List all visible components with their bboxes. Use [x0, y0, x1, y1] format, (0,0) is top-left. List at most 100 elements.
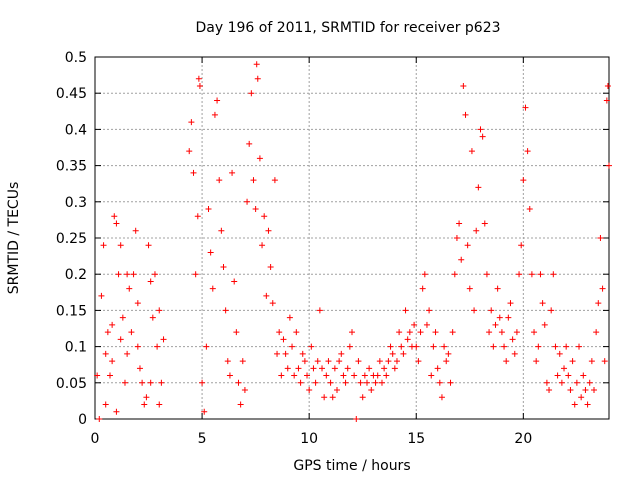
data-point: [231, 278, 238, 285]
data-point: [338, 350, 345, 357]
data-point: [477, 126, 484, 133]
data-point: [263, 292, 270, 299]
data-point: [349, 329, 355, 336]
y-tick-label: 0.5: [65, 50, 87, 66]
data-point: [396, 329, 403, 336]
data-point: [428, 372, 435, 379]
data-point: [597, 235, 604, 241]
data-point: [556, 350, 563, 357]
data-point: [391, 365, 398, 372]
data-point: [156, 401, 163, 408]
data-point: [325, 358, 332, 365]
y-tick-label: 0: [78, 412, 87, 428]
data-point: [241, 387, 248, 394]
data-point: [430, 343, 437, 350]
data-point: [565, 372, 572, 379]
data-point: [498, 329, 505, 336]
data-point: [346, 343, 353, 350]
data-point: [293, 329, 300, 336]
data-point: [253, 61, 260, 68]
data-point: [361, 372, 368, 379]
data-point: [96, 416, 103, 422]
data-point: [445, 350, 452, 357]
x-tick-label: 5: [198, 431, 207, 447]
data-point: [509, 336, 516, 343]
data-point: [195, 75, 202, 82]
data-point: [531, 329, 538, 336]
data-point: [588, 358, 595, 365]
data-point: [376, 358, 383, 365]
data-point: [280, 336, 287, 343]
data-point: [211, 111, 218, 118]
data-point: [604, 82, 611, 89]
data-point: [436, 379, 443, 386]
data-point: [501, 343, 508, 350]
data-point: [254, 75, 261, 82]
data-point: [449, 329, 456, 336]
data-point: [136, 365, 143, 372]
data-point: [505, 314, 512, 321]
data-point: [301, 358, 308, 365]
data-point: [513, 329, 520, 336]
data-point: [593, 329, 600, 336]
data-point: [233, 329, 240, 336]
data-point: [209, 285, 216, 292]
data-point: [353, 416, 360, 422]
data-point: [481, 220, 488, 227]
data-point: [603, 97, 610, 104]
y-tick-label: 0.15: [56, 303, 87, 319]
data-point: [312, 379, 319, 386]
data-point: [310, 365, 317, 372]
data-point: [389, 350, 396, 357]
data-point: [244, 198, 251, 205]
data-point: [295, 365, 302, 372]
data-point: [419, 285, 426, 292]
data-point: [511, 350, 518, 357]
data-point: [576, 343, 583, 350]
data-point: [237, 401, 244, 408]
data-point: [261, 213, 268, 220]
data-point: [336, 358, 343, 365]
data-point: [299, 350, 306, 357]
data-point: [94, 372, 101, 379]
data-point: [580, 372, 587, 379]
data-point: [111, 213, 118, 220]
data-point: [578, 394, 585, 401]
data-point: [104, 329, 111, 336]
data-point: [492, 321, 499, 328]
data-point: [423, 321, 430, 328]
data-point: [591, 387, 598, 394]
data-point: [239, 358, 246, 365]
data-point: [468, 148, 475, 155]
data-point: [351, 372, 358, 379]
data-point: [486, 329, 493, 336]
data-point: [134, 300, 141, 307]
x-tick-label: 0: [91, 431, 100, 447]
data-point: [385, 358, 392, 365]
data-point: [458, 256, 465, 263]
data-point: [128, 329, 135, 336]
data-point: [516, 271, 523, 278]
data-point: [297, 379, 304, 386]
data-point: [329, 394, 336, 401]
data-point: [488, 307, 495, 314]
data-point: [366, 365, 373, 372]
data-point: [359, 394, 366, 401]
data-point: [265, 227, 272, 234]
data-point: [507, 300, 514, 307]
data-point: [117, 242, 124, 249]
data-point: [304, 372, 311, 379]
data-point: [235, 379, 242, 386]
data-point: [441, 343, 448, 350]
data-point: [567, 387, 574, 394]
data-point: [271, 177, 278, 184]
data-point: [186, 148, 193, 155]
data-point: [539, 300, 546, 307]
data-point: [541, 321, 548, 328]
data-point: [124, 350, 131, 357]
data-point: [584, 401, 591, 408]
data-point: [149, 314, 156, 321]
data-point: [321, 394, 328, 401]
